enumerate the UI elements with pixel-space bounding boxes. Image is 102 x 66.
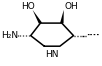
Text: HN: HN [45,50,59,59]
Polygon shape [60,10,64,23]
Text: H₂N: H₂N [1,31,18,40]
Polygon shape [33,10,42,24]
Text: HO: HO [21,2,35,11]
Text: OH: OH [64,2,78,11]
Text: ····: ···· [86,31,99,40]
